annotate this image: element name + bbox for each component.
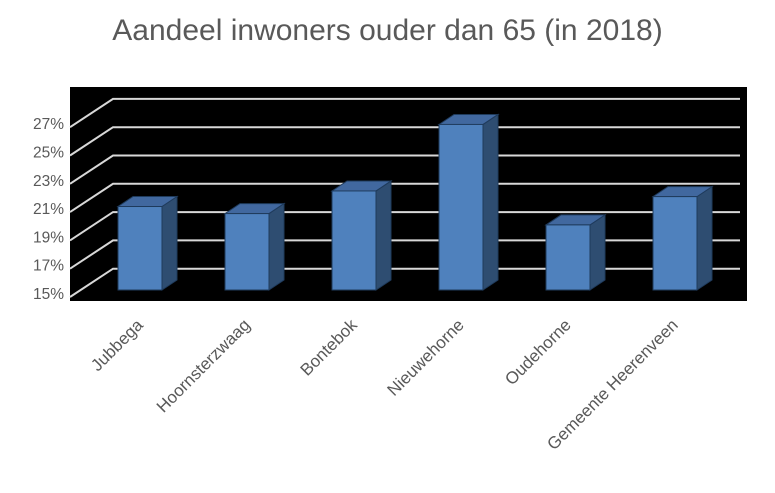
x-tick-label: Nieuwehorne — [384, 315, 468, 399]
bar-side-gemeente-heerenveen — [696, 185, 713, 291]
y-tick-label: 21% — [33, 201, 64, 218]
bar-jubbega — [117, 206, 163, 291]
x-tick-label: Jubbega — [87, 315, 147, 375]
gridline — [69, 126, 740, 157]
gridline — [69, 211, 740, 242]
bar-hoornsterzwaag — [224, 213, 270, 291]
bar-oudehorne — [545, 224, 591, 291]
bar-side-jubbega — [161, 195, 178, 291]
bar-bontebok — [331, 190, 377, 291]
x-tick-label: Bontebok — [297, 315, 362, 380]
y-tick-label: 27% — [33, 116, 64, 133]
bar-side-hoornsterzwaag — [268, 202, 285, 291]
gridline — [69, 97, 740, 129]
x-tick-label: Oudehorne — [501, 315, 575, 389]
bar-side-oudehorne — [589, 213, 606, 291]
y-tick-label: 19% — [33, 229, 64, 246]
y-tick-label: 15% — [33, 286, 64, 303]
bar-gemeente-heerenveen — [652, 196, 698, 291]
chart-title: Aandeel inwoners ouder dan 65 (in 2018) — [112, 14, 663, 47]
bar-side-bontebok — [375, 180, 392, 291]
y-tick-label: 25% — [33, 145, 64, 162]
gridline — [69, 182, 740, 213]
gridline — [69, 239, 740, 270]
y-tick-label: 23% — [33, 173, 64, 190]
x-tick-label: Hoornsterzwaag — [153, 315, 254, 416]
bar-side-nieuwehorne — [482, 113, 499, 291]
plot-area — [70, 87, 747, 301]
gridline — [69, 267, 740, 298]
bar-nieuwehorne — [438, 123, 484, 291]
y-tick-label: 17% — [33, 258, 64, 275]
gridline — [69, 154, 740, 185]
